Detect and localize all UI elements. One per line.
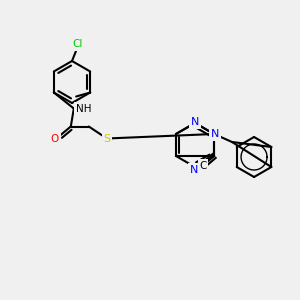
Text: N: N xyxy=(211,129,219,139)
Text: S: S xyxy=(103,134,110,143)
Text: Cl: Cl xyxy=(73,39,83,49)
Text: C: C xyxy=(200,161,207,171)
Text: NH: NH xyxy=(76,103,91,113)
Text: N: N xyxy=(190,165,198,175)
Text: N: N xyxy=(191,117,199,127)
Text: O: O xyxy=(51,134,59,145)
